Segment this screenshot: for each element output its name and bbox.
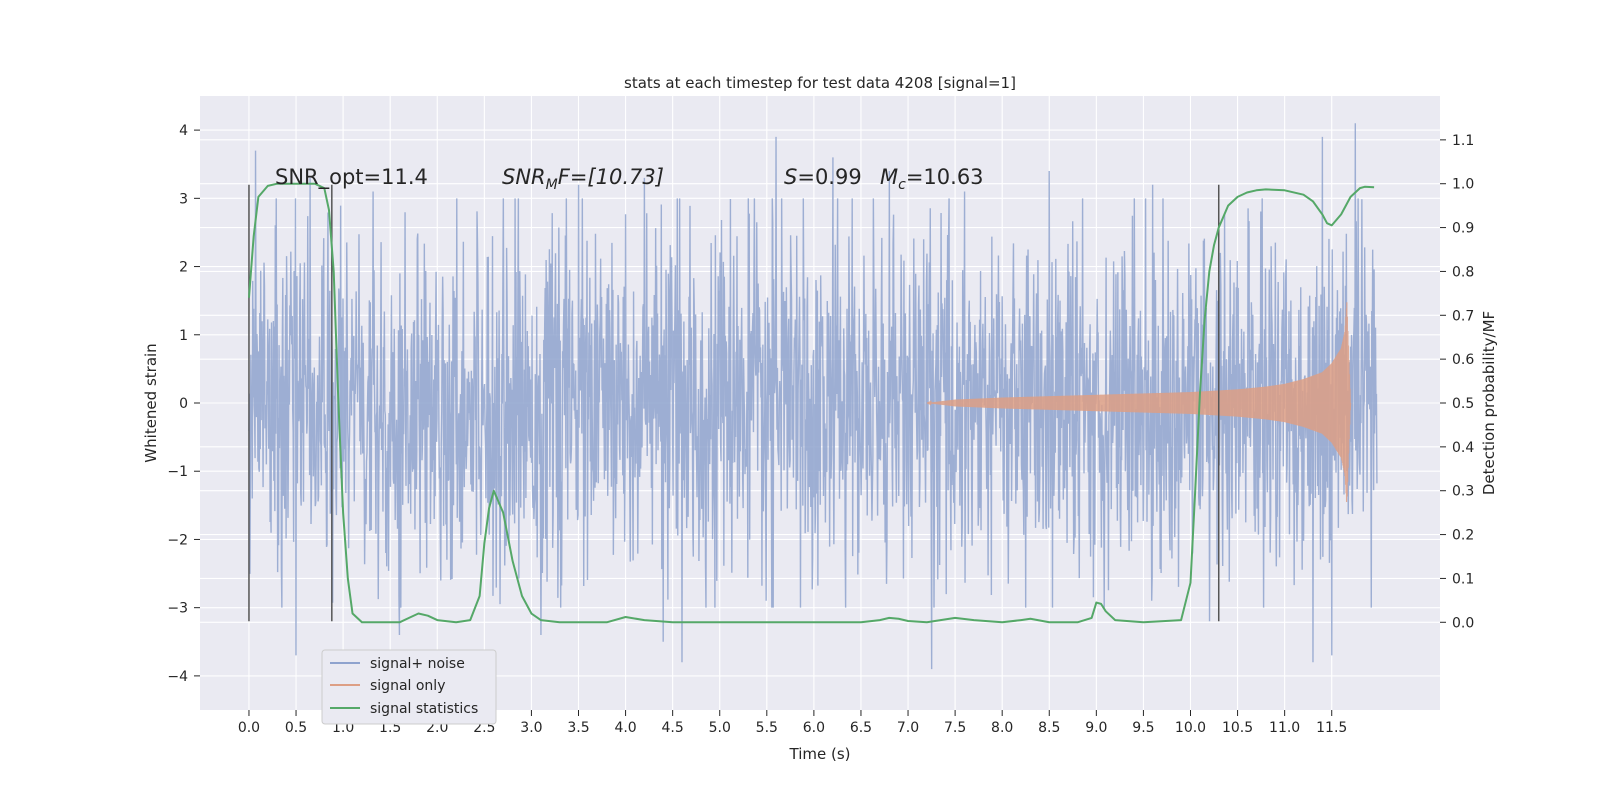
right-y-tick-label: 0.9 (1452, 221, 1474, 237)
signal-statistics-series (247, 182, 1375, 624)
x-tick-label: 8.5 (1038, 720, 1060, 736)
right-y-tick-label: 0.1 (1452, 571, 1474, 587)
x-tick-label: 3.5 (567, 720, 589, 736)
legend-label-signal-only: signal only (370, 678, 445, 694)
x-tick-label: 4.0 (614, 720, 636, 736)
x-tick-label: 3.0 (520, 720, 542, 736)
legend-label-signal-noise: signal+ noise (370, 656, 465, 672)
left-y-tick-label: −2 (167, 532, 188, 548)
x-axis-ticks: 0.0 0.5 1.0 1.5 2.0 2.5 3.0 3.5 4.0 4.5 5.0 5.5 6.0 6… (238, 710, 1347, 736)
x-tick-label: 8.0 (991, 720, 1013, 736)
x-tick-label: 7.5 (944, 720, 966, 736)
left-y-tick-label: 1 (179, 328, 188, 344)
annotation-snr-opt: SNR_opt=11.4 (275, 165, 428, 190)
x-tick-label: 0.0 (238, 720, 260, 736)
left-y-tick-label: −3 (167, 601, 188, 617)
x-tick-label: 0.5 (285, 720, 307, 736)
right-y-tick-label: 0.5 (1452, 396, 1474, 412)
left-y-axis-ticks: −4 −3 −2 −1 0 1 2 3 4 (167, 123, 200, 685)
x-axis-label: Time (s) (789, 745, 851, 763)
right-y-tick-label: 0.4 (1452, 440, 1474, 456)
x-tick-label: 6.5 (850, 720, 872, 736)
left-y-tick-label: 4 (179, 123, 188, 139)
left-y-tick-label: 2 (179, 260, 188, 276)
x-tick-label: 11.0 (1269, 720, 1300, 736)
x-tick-label: 9.0 (1085, 720, 1107, 736)
right-y-tick-label: 0.2 (1452, 528, 1474, 544)
right-y-tick-label: 0.7 (1452, 308, 1474, 324)
x-tick-label: 5.0 (709, 720, 731, 736)
left-y-axis-label: Whitened strain (142, 343, 160, 462)
signal-noise-series (248, 123, 1378, 670)
x-tick-label: 4.5 (662, 720, 684, 736)
right-y-tick-label: 0.0 (1452, 615, 1474, 631)
annotation-mc-value: Mc=10.63 (880, 165, 984, 193)
signal-statistics-line (247, 182, 1375, 624)
x-tick-label: 10.5 (1222, 720, 1253, 736)
x-tick-label: 11.5 (1316, 720, 1347, 736)
right-y-axis-label: Detection probability/MF (1480, 311, 1498, 495)
x-tick-label: 10.0 (1175, 720, 1206, 736)
x-tick-label: 6.0 (803, 720, 825, 736)
signal-only-line (926, 302, 1352, 502)
x-tick-label: 7.0 (897, 720, 919, 736)
right-y-tick-label: 0.3 (1452, 484, 1474, 500)
x-tick-label: 5.5 (756, 720, 778, 736)
right-y-tick-label: 0.6 (1452, 352, 1474, 368)
right-y-tick-label: 1.1 (1452, 133, 1474, 149)
left-y-tick-label: −1 (167, 464, 188, 480)
left-y-tick-label: −4 (167, 669, 188, 685)
annotation-s-value: S=0.99 (784, 165, 862, 189)
chart-title: stats at each timestep for test data 420… (624, 74, 1016, 92)
legend-box (321, 649, 497, 725)
right-y-tick-label: 0.8 (1452, 264, 1474, 280)
right-y-axis-ticks: 0.0 0.1 0.2 0.3 0.4 0.5 0.6 0.7 0.8 0.9 1.0 1.1 (1440, 133, 1474, 631)
right-y-tick-label: 1.0 (1452, 177, 1474, 193)
annotation-snr-mf: SNRMF=[10.73] (502, 165, 664, 193)
legend: signal+ noise signal only signal statist… (321, 649, 497, 725)
legend-label-signal-statistics: signal statistics (370, 701, 478, 717)
x-tick-label: 9.5 (1132, 720, 1154, 736)
left-y-tick-label: 0 (179, 396, 188, 412)
signal-noise-line (248, 123, 1378, 670)
signal-only-series (926, 302, 1352, 502)
left-y-tick-label: 3 (179, 191, 188, 207)
